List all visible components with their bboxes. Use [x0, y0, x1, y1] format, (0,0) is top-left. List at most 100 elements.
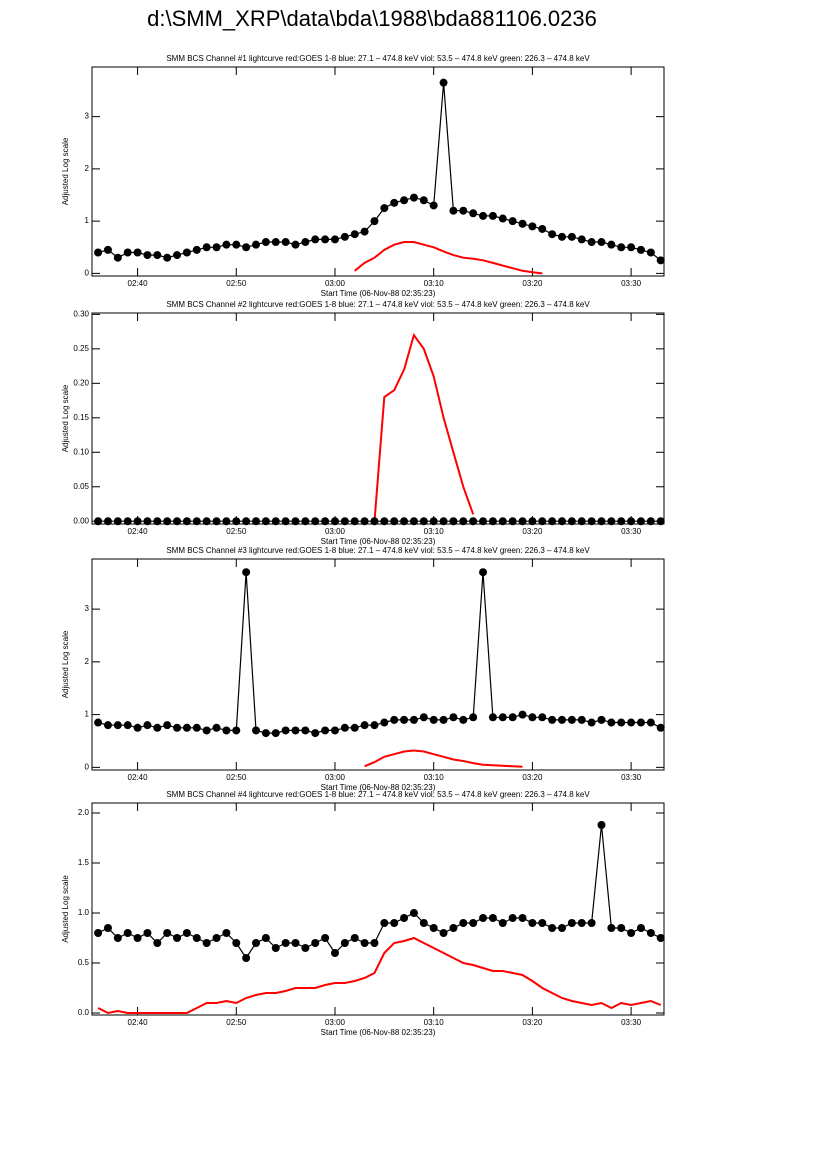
data-point — [548, 715, 557, 724]
data-point — [252, 939, 261, 947]
data-point — [528, 517, 537, 526]
data-point — [340, 517, 349, 526]
plot-area — [94, 78, 665, 275]
data-point — [281, 517, 290, 526]
x-tick-label: 03:30 — [621, 773, 642, 782]
data-point — [459, 517, 468, 526]
data-point — [94, 929, 103, 937]
data-point — [390, 517, 399, 526]
data-point — [173, 723, 182, 732]
data-point — [360, 227, 369, 236]
data-point — [163, 517, 172, 526]
data-point — [558, 517, 567, 526]
data-point — [212, 723, 221, 732]
data-point — [133, 517, 142, 526]
data-point — [370, 517, 379, 526]
data-point — [103, 924, 112, 932]
data-point — [133, 248, 142, 257]
data-point — [518, 710, 527, 719]
y-tick-label: 0.25 — [73, 344, 89, 353]
data-point — [469, 713, 478, 722]
x-tick-label: 03:30 — [621, 279, 642, 288]
y-axis-label: Adjusted Log scale — [61, 384, 70, 452]
x-tick-label: 02:50 — [226, 279, 247, 288]
data-point — [192, 934, 201, 942]
data-point — [242, 517, 251, 526]
plot-frame — [91, 558, 665, 771]
data-point — [103, 245, 112, 254]
data-point — [409, 715, 418, 724]
x-tick-label: 03:10 — [424, 527, 445, 536]
y-tick-label: 1 — [85, 710, 90, 719]
data-point — [330, 235, 339, 244]
y-tick-label: 0.20 — [73, 378, 89, 387]
data-point — [607, 924, 616, 932]
data-point — [103, 721, 112, 730]
plot-frame — [91, 312, 665, 525]
data-point — [232, 240, 241, 249]
series-line — [354, 241, 543, 275]
data-point — [301, 238, 310, 247]
data-point — [113, 253, 122, 262]
data-point — [222, 726, 231, 735]
y-tick-label: 0.05 — [73, 482, 89, 491]
data-point — [498, 919, 507, 927]
data-point — [419, 517, 428, 526]
x-tick-label: 03:00 — [325, 527, 346, 536]
data-point — [311, 729, 320, 738]
x-tick-label: 03:00 — [325, 1018, 346, 1027]
x-tick-label: 03:00 — [325, 773, 346, 782]
data-point — [459, 206, 468, 215]
y-tick-label: 0.5 — [78, 958, 90, 967]
data-point — [370, 217, 379, 226]
data-point — [469, 517, 478, 526]
data-point — [281, 939, 290, 947]
data-point — [439, 715, 448, 724]
x-tick-label: 02:50 — [226, 773, 247, 782]
data-point — [192, 723, 201, 732]
data-point — [538, 224, 547, 233]
y-tick-label: 3 — [85, 112, 90, 121]
data-point — [222, 240, 231, 249]
data-point — [488, 517, 497, 526]
x-tick-label: 02:40 — [128, 279, 149, 288]
data-point — [390, 715, 399, 724]
data-point — [518, 517, 527, 526]
y-tick-label: 1.5 — [78, 858, 90, 867]
data-point — [330, 517, 339, 526]
data-point — [508, 713, 517, 722]
x-tick-label: 03:20 — [522, 279, 543, 288]
x-tick-label: 02:50 — [226, 527, 247, 536]
data-point — [587, 919, 596, 927]
data-point — [123, 517, 132, 526]
chart-title: SMM BCS Channel #1 lightcurve red:GOES 1… — [166, 54, 590, 63]
data-point — [459, 919, 468, 927]
data-point — [330, 949, 339, 957]
data-point — [646, 517, 655, 526]
data-point — [518, 914, 527, 922]
data-point — [400, 715, 409, 724]
data-point — [143, 929, 152, 937]
data-point — [429, 924, 438, 932]
data-point — [222, 929, 231, 937]
x-tick-label: 03:20 — [522, 1018, 543, 1027]
data-point — [636, 924, 645, 932]
data-point — [528, 713, 537, 722]
data-point — [252, 240, 261, 249]
data-point — [558, 924, 567, 932]
x-tick-label: 02:40 — [128, 1018, 149, 1027]
data-point — [380, 204, 389, 213]
x-tick-label: 03:00 — [325, 279, 346, 288]
data-point — [449, 517, 458, 526]
chart-title: SMM BCS Channel #3 lightcurve red:GOES 1… — [166, 546, 590, 555]
x-tick-label: 02:40 — [128, 527, 149, 536]
x-tick-label: 03:10 — [424, 773, 445, 782]
y-tick-label: 2 — [85, 657, 90, 666]
data-point — [646, 248, 655, 257]
plot-frame — [91, 802, 665, 1016]
data-point — [360, 517, 369, 526]
data-point — [627, 718, 636, 727]
data-point — [153, 251, 162, 260]
data-point — [597, 238, 606, 247]
y-tick-label: 0.0 — [78, 1008, 90, 1017]
